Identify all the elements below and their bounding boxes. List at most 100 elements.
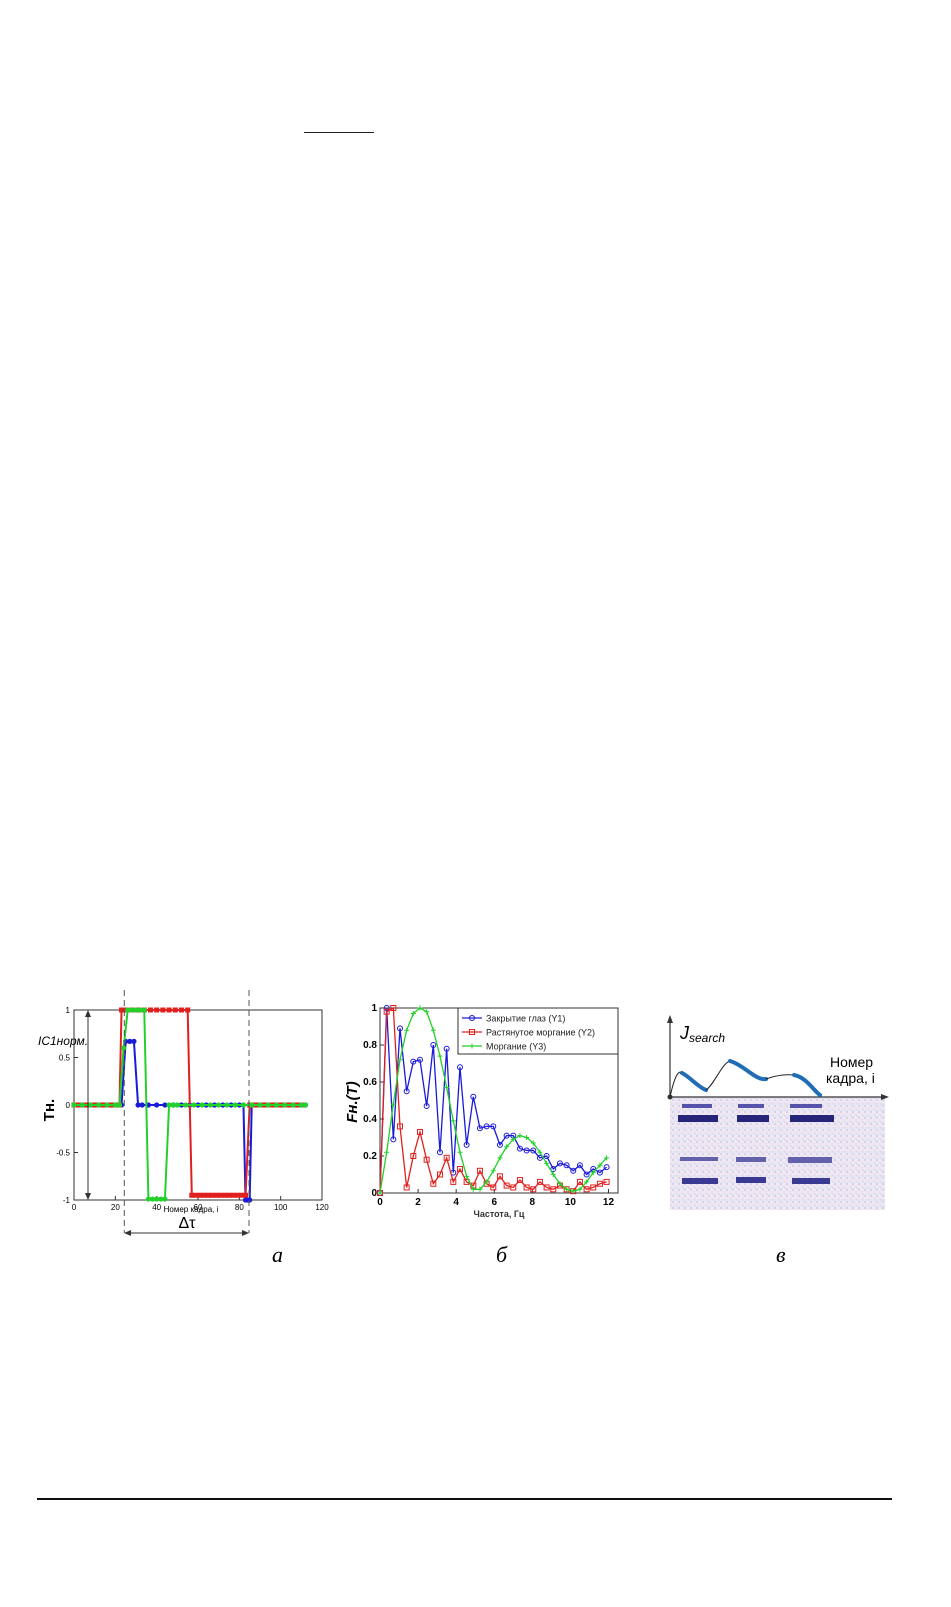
data-point bbox=[596, 1180, 603, 1187]
x-tick-label: 60 bbox=[194, 1203, 203, 1212]
data-point bbox=[222, 1192, 228, 1198]
data-point bbox=[185, 1007, 191, 1013]
data-point bbox=[596, 1169, 603, 1176]
data-point bbox=[129, 1007, 135, 1013]
data-point bbox=[470, 1093, 477, 1100]
data-point bbox=[590, 1184, 597, 1191]
data-point bbox=[298, 1102, 304, 1108]
data-point bbox=[497, 1155, 503, 1161]
data-point bbox=[544, 1160, 550, 1166]
data-point bbox=[510, 1136, 516, 1142]
data-point bbox=[396, 1025, 403, 1032]
annotation-ic1: IC1норм. bbox=[38, 1034, 88, 1048]
search-curve-segment bbox=[680, 1071, 708, 1092]
data-point bbox=[191, 1102, 197, 1108]
data-point bbox=[404, 1027, 410, 1033]
data-point bbox=[410, 1011, 416, 1017]
data-point bbox=[530, 1186, 537, 1193]
data-point bbox=[243, 1192, 249, 1198]
data-point bbox=[247, 1197, 253, 1203]
data-point bbox=[390, 1136, 397, 1143]
data-point bbox=[384, 1149, 390, 1155]
data-point bbox=[154, 1196, 160, 1202]
caption-c: в bbox=[776, 1242, 786, 1267]
data-point bbox=[290, 1102, 296, 1108]
data-point bbox=[516, 1177, 523, 1184]
amplitude-arrow-top-head bbox=[85, 1010, 91, 1017]
legend-marker bbox=[469, 1029, 475, 1035]
data-point bbox=[214, 1192, 220, 1198]
data-point bbox=[470, 1186, 476, 1192]
figure-panel-b: 0 2 4 6 8 10 12 0 0.2 0.4 0.6 0.8 1 Закрытие глаз (Y… bbox=[344, 990, 630, 1230]
x-tick-label: 20 bbox=[111, 1203, 120, 1212]
data-point bbox=[154, 1102, 160, 1108]
data-point bbox=[483, 1123, 490, 1130]
data-point bbox=[476, 1125, 483, 1132]
y-tick-label: 0.4 bbox=[363, 1114, 377, 1125]
data-point bbox=[570, 1188, 576, 1194]
caption-a: а bbox=[272, 1242, 283, 1267]
data-point bbox=[79, 1102, 85, 1108]
data-point bbox=[603, 1164, 610, 1171]
x-tick-label: 80 bbox=[235, 1203, 244, 1212]
data-point bbox=[224, 1102, 230, 1108]
search-illustration: Jsearch Номер кадра, i bbox=[667, 1015, 889, 1210]
data-point bbox=[135, 1102, 141, 1108]
data-point bbox=[530, 1140, 536, 1146]
data-point bbox=[197, 1192, 203, 1198]
data-point bbox=[149, 1196, 156, 1202]
data-point bbox=[158, 1196, 164, 1202]
data-point bbox=[550, 1172, 556, 1177]
data-point bbox=[477, 1186, 483, 1192]
data-point bbox=[183, 1102, 189, 1108]
footer-rule bbox=[37, 1498, 892, 1500]
data-point bbox=[172, 1007, 178, 1013]
data-point bbox=[430, 1027, 436, 1033]
data-point bbox=[96, 1102, 102, 1108]
caption-b: б bbox=[496, 1242, 508, 1267]
data-point bbox=[550, 1165, 557, 1172]
data-point bbox=[189, 1192, 195, 1198]
x-tick-label: 10 bbox=[565, 1197, 577, 1208]
x-tick-label: 4 bbox=[453, 1197, 459, 1208]
figure-panel-a: 0 20 40 60 80 100 120 -1 -0.5 0 0.5 1 IC1норм. Tн. … bbox=[30, 990, 340, 1250]
data-point bbox=[496, 1173, 503, 1180]
x-tick-label: 0 bbox=[377, 1197, 383, 1208]
data-point bbox=[410, 1153, 417, 1159]
legend-label: Закрытие глаз (Y1) bbox=[486, 1014, 565, 1024]
data-point bbox=[240, 1102, 247, 1108]
data-point bbox=[504, 1144, 510, 1150]
data-point bbox=[166, 1102, 172, 1108]
search-curve-segment bbox=[792, 1073, 822, 1097]
data-point bbox=[403, 1184, 410, 1191]
data-point bbox=[590, 1170, 596, 1176]
frame-number-label-1: Номер bbox=[830, 1054, 873, 1070]
eye-marks bbox=[678, 1104, 834, 1184]
frame-strip bbox=[670, 1097, 885, 1210]
data-point bbox=[576, 1162, 583, 1169]
search-curve-segment bbox=[728, 1059, 768, 1082]
x-tick-label: 40 bbox=[152, 1203, 161, 1212]
data-point bbox=[230, 1192, 236, 1198]
data-point bbox=[476, 1167, 483, 1174]
data-point bbox=[556, 1160, 563, 1167]
data-point bbox=[160, 1007, 166, 1013]
data-point bbox=[604, 1155, 610, 1161]
data-point bbox=[557, 1181, 563, 1187]
data-point bbox=[273, 1102, 280, 1108]
data-point bbox=[456, 1064, 463, 1071]
data-point bbox=[490, 1123, 497, 1130]
data-point bbox=[543, 1184, 550, 1191]
data-point bbox=[127, 1038, 133, 1044]
y-tick-label: -1 bbox=[63, 1196, 71, 1205]
data-point bbox=[523, 1184, 530, 1191]
data-point bbox=[464, 1173, 470, 1179]
data-point bbox=[125, 1007, 131, 1013]
data-point bbox=[583, 1186, 590, 1193]
data-point bbox=[238, 1192, 244, 1198]
data-point bbox=[199, 1102, 205, 1108]
data-point bbox=[390, 1101, 396, 1107]
data-point bbox=[383, 1008, 390, 1015]
data-point bbox=[390, 1005, 397, 1011]
data-point bbox=[603, 1178, 610, 1185]
